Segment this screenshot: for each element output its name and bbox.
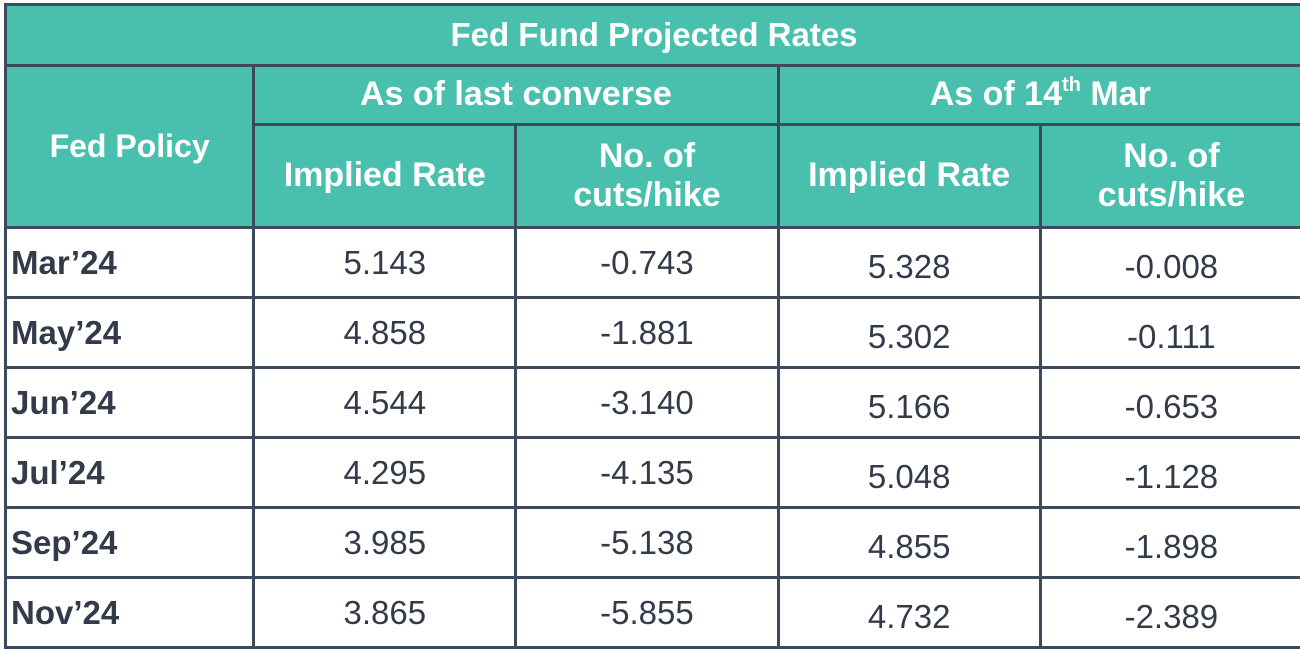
cell-last-cuts: -5.138 [516, 508, 778, 578]
subheader-cuts-line2: cuts/hike [1042, 176, 1300, 215]
cell-mar-rate: 5.302 [778, 298, 1040, 368]
cell-last-cuts: -5.855 [516, 578, 778, 648]
group-header-last-converse-label: As of last converse [360, 75, 672, 113]
subheader-cuts-line1: No. of [1042, 137, 1300, 176]
cell-last-rate: 3.985 [254, 508, 516, 578]
cell-mar-cuts: -0.653 [1040, 368, 1300, 438]
group-header-14th-mar-suffix: Mar [1081, 75, 1151, 113]
subheader-cuts-last: No. of cuts/hike [516, 125, 778, 228]
group-header-last-converse: As of last converse [254, 66, 778, 125]
subheader-implied-rate-last: Implied Rate [254, 125, 516, 228]
group-header-14th-mar-sup: th [1062, 74, 1081, 96]
rates-table-container: Fed Fund Projected Rates Fed Policy As o… [4, 3, 1300, 649]
cell-last-cuts: -0.743 [516, 228, 778, 298]
cell-mar-cuts: -0.111 [1040, 298, 1300, 368]
group-header-14th-mar-prefix: As of 14 [930, 75, 1062, 113]
subheader-cuts-line2: cuts/hike [517, 176, 776, 215]
row-label: Mar’24 [6, 228, 254, 298]
row-label: Sep’24 [6, 508, 254, 578]
cell-last-rate: 4.295 [254, 438, 516, 508]
cell-mar-cuts: -1.128 [1040, 438, 1300, 508]
table-row: Jul’24 4.295 -4.135 5.048 -1.128 [6, 438, 1300, 508]
table-row: Jun’24 4.544 -3.140 5.166 -0.653 [6, 368, 1300, 438]
cell-last-cuts: -4.135 [516, 438, 778, 508]
cell-mar-cuts: -0.008 [1040, 228, 1300, 298]
cell-mar-rate: 5.328 [778, 228, 1040, 298]
subheader-implied-rate-mar: Implied Rate [778, 125, 1040, 228]
cell-last-rate: 4.858 [254, 298, 516, 368]
cell-mar-rate: 4.855 [778, 508, 1040, 578]
cell-last-rate: 3.865 [254, 578, 516, 648]
table-row: Sep’24 3.985 -5.138 4.855 -1.898 [6, 508, 1300, 578]
row-label: May’24 [6, 298, 254, 368]
cell-last-cuts: -3.140 [516, 368, 778, 438]
cell-last-rate: 4.544 [254, 368, 516, 438]
fed-fund-rates-table: Fed Fund Projected Rates Fed Policy As o… [4, 3, 1300, 649]
cell-mar-cuts: -1.898 [1040, 508, 1300, 578]
cell-mar-rate: 4.732 [778, 578, 1040, 648]
cell-mar-rate: 5.048 [778, 438, 1040, 508]
row-label: Jul’24 [6, 438, 254, 508]
cell-mar-cuts: -2.389 [1040, 578, 1300, 648]
group-header-14th-mar: As of 14th Mar [778, 66, 1300, 125]
table-row: Nov’24 3.865 -5.855 4.732 -2.389 [6, 578, 1300, 648]
subheader-cuts-mar: No. of cuts/hike [1040, 125, 1300, 228]
row-label: Nov’24 [6, 578, 254, 648]
table-row: Mar’24 5.143 -0.743 5.328 -0.008 [6, 228, 1300, 298]
table-row: May’24 4.858 -1.881 5.302 -0.111 [6, 298, 1300, 368]
fed-policy-header: Fed Policy [6, 66, 254, 228]
subheader-cuts-line1: No. of [517, 137, 776, 176]
table-title: Fed Fund Projected Rates [6, 5, 1300, 66]
cell-mar-rate: 5.166 [778, 368, 1040, 438]
cell-last-cuts: -1.881 [516, 298, 778, 368]
row-label: Jun’24 [6, 368, 254, 438]
cell-last-rate: 5.143 [254, 228, 516, 298]
